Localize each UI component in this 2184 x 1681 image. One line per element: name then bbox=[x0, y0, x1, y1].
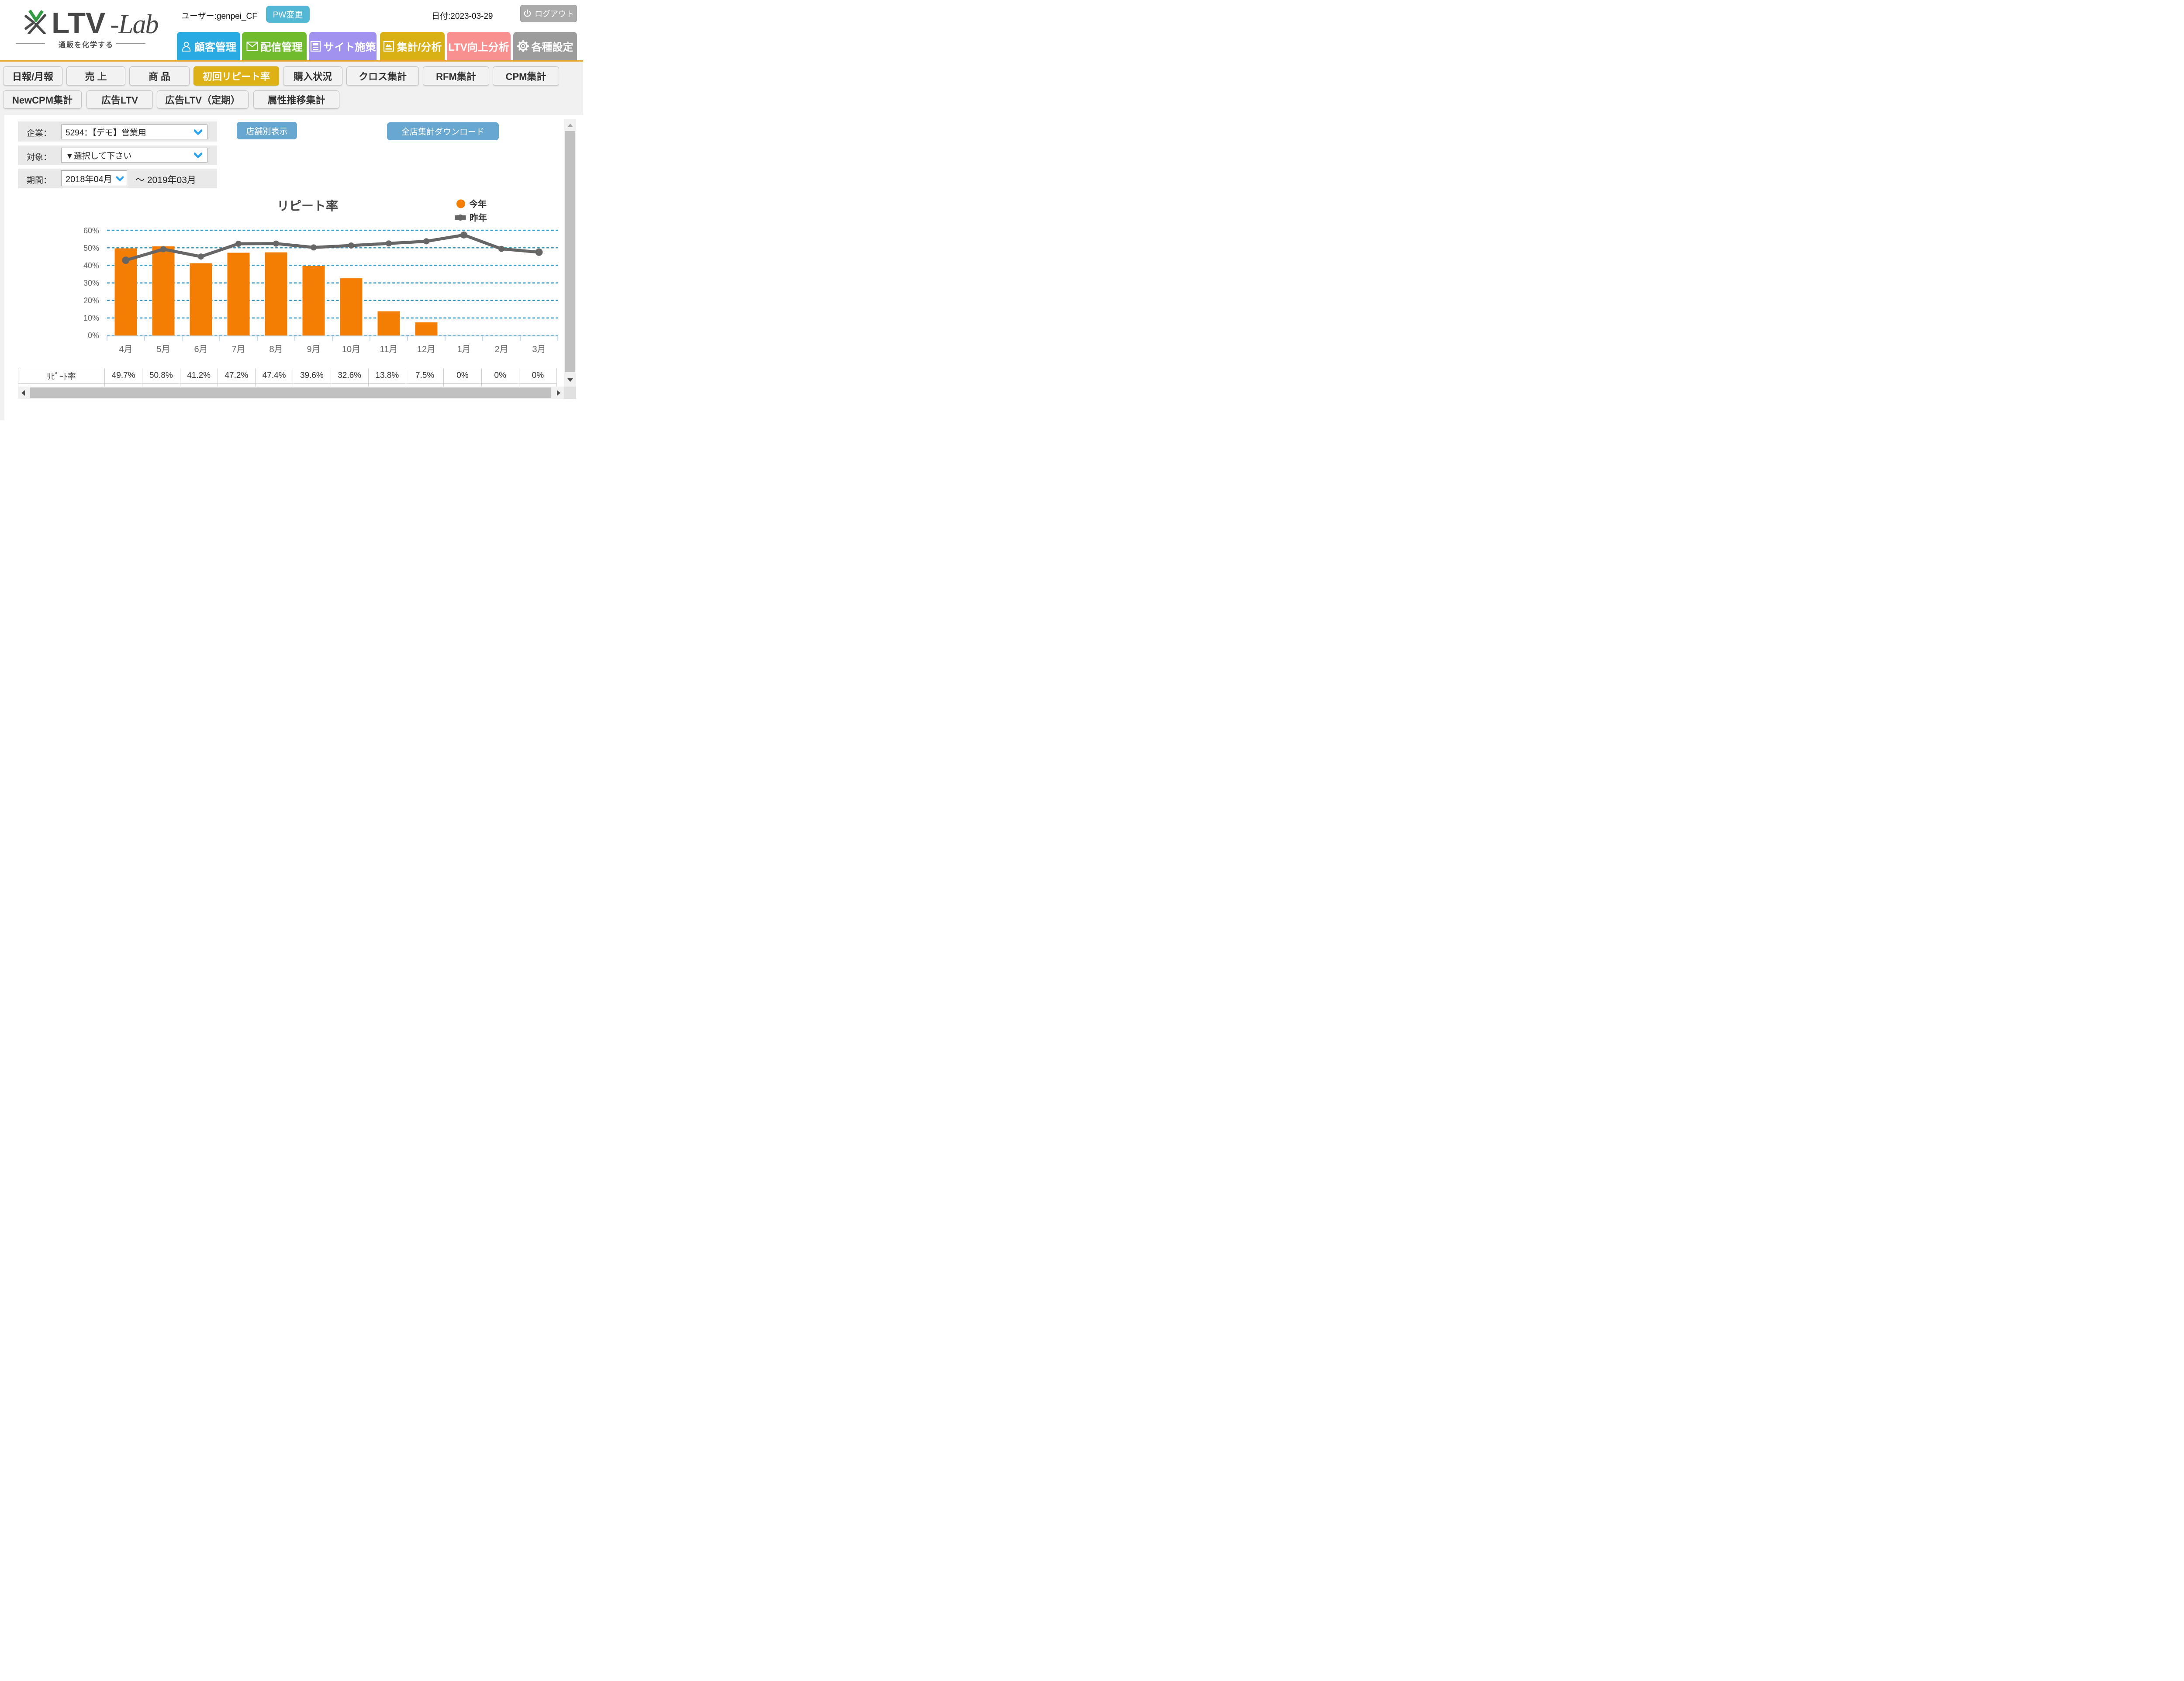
svg-text:5月: 5月 bbox=[156, 345, 170, 354]
svg-text:10月: 10月 bbox=[342, 345, 360, 354]
svg-text:6月: 6月 bbox=[194, 345, 207, 354]
svg-text:9月: 9月 bbox=[307, 345, 320, 354]
svg-text:4月: 4月 bbox=[119, 345, 132, 354]
svg-text:3月: 3月 bbox=[532, 345, 546, 354]
svg-text:7月: 7月 bbox=[232, 345, 245, 354]
svg-text:11月: 11月 bbox=[380, 345, 398, 354]
svg-text:2月: 2月 bbox=[494, 345, 508, 354]
svg-text:30%: 30% bbox=[83, 279, 99, 287]
svg-text:12月: 12月 bbox=[417, 345, 435, 354]
svg-text:今年: 今年 bbox=[469, 199, 487, 209]
svg-text:40%: 40% bbox=[83, 261, 99, 270]
svg-text:60%: 60% bbox=[83, 226, 99, 235]
svg-text:昨年: 昨年 bbox=[470, 213, 487, 223]
svg-text:20%: 20% bbox=[83, 296, 99, 305]
svg-text:リピート率: リピート率 bbox=[277, 199, 338, 213]
svg-text:8月: 8月 bbox=[269, 345, 283, 354]
svg-text:1月: 1月 bbox=[457, 345, 470, 354]
svg-text:10%: 10% bbox=[83, 314, 99, 322]
svg-text:0%: 0% bbox=[88, 331, 99, 340]
svg-text:50%: 50% bbox=[83, 244, 99, 252]
